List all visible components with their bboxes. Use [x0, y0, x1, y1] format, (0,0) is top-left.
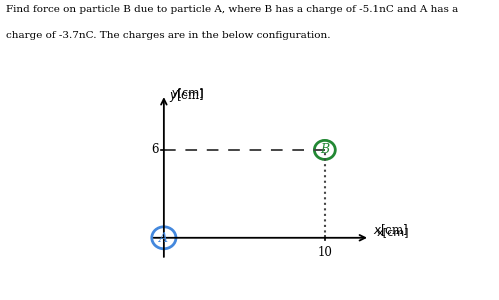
Text: charge of -3.7nC. The charges are in the below configuration.: charge of -3.7nC. The charges are in the…: [6, 32, 330, 40]
Text: $x$[cm$]$: $x$[cm$]$: [373, 223, 408, 238]
Text: 6: 6: [152, 143, 159, 156]
Text: 10: 10: [317, 246, 332, 259]
Text: B: B: [320, 143, 329, 156]
Text: y[cm]: y[cm]: [172, 88, 205, 98]
Text: $y$[cm$]$: $y$[cm$]$: [170, 87, 205, 104]
Text: Find force on particle B due to particle A, where B has a charge of -5.1nC and A: Find force on particle B due to particle…: [6, 4, 458, 14]
Text: x[cm]: x[cm]: [376, 227, 409, 237]
Text: A: A: [159, 232, 168, 245]
